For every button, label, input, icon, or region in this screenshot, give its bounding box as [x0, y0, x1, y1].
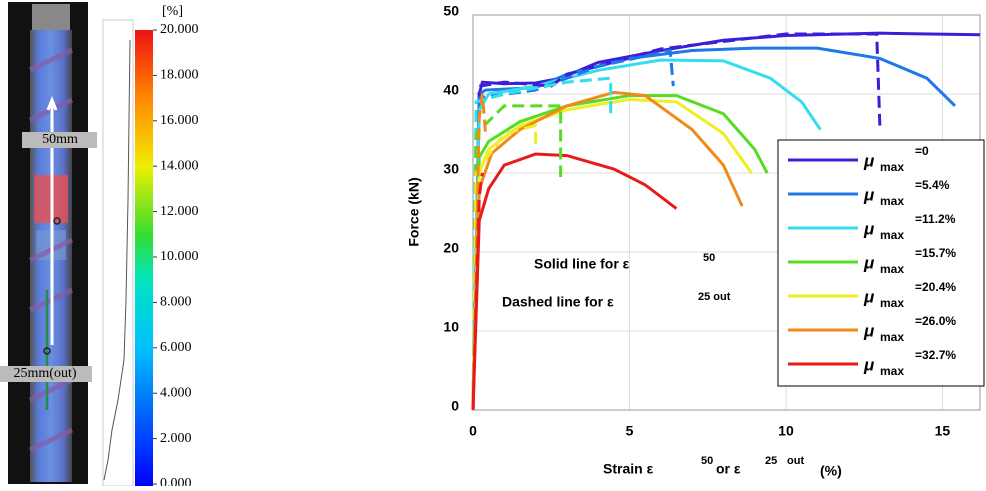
legend-subscript: max	[880, 330, 904, 344]
x-tick-label: 10	[778, 423, 794, 439]
x-axis-label: out	[787, 455, 804, 467]
colorbar-tick-label: 4.000	[160, 385, 192, 400]
legend-label: =15.7%	[915, 246, 956, 260]
x-tick-label: 0	[469, 423, 477, 439]
specimen-image	[0, 2, 153, 487]
dashed-line	[471, 32, 882, 411]
y-tick-label: 30	[443, 161, 459, 177]
legend-label: =5.4%	[915, 178, 950, 192]
annotation: Solid line for ε	[534, 256, 630, 272]
legend-subscript: max	[880, 364, 904, 378]
y-tick-label: 0	[451, 398, 459, 414]
legend-label: =20.4%	[915, 280, 956, 294]
legend-subscript: max	[880, 194, 904, 208]
legend-symbol: μ	[863, 253, 875, 272]
y-tick-label: 10	[443, 319, 459, 335]
colorbar-tick-label: 10.000	[160, 249, 199, 264]
annotation: 50	[703, 252, 715, 264]
legend-symbol: μ	[863, 321, 875, 340]
legend-symbol: μ	[863, 219, 875, 238]
colorbar-unit: [%]	[162, 4, 183, 19]
y-tick-label: 20	[443, 240, 459, 256]
line	[471, 152, 678, 411]
x-tick-label: 15	[935, 423, 951, 439]
colorbar-tick-label: 6.000	[160, 340, 192, 355]
y-tick-label: 50	[443, 3, 459, 19]
annotation: 25 out	[698, 291, 731, 303]
colorbar-tick-label: 0.000	[160, 476, 192, 486]
colorbar-tick-label: 20.000	[160, 22, 199, 37]
x-axis-label: (%)	[820, 463, 842, 479]
colorbar-tick-label: 8.000	[160, 295, 192, 310]
colorbar-tick-label: 18.000	[160, 68, 199, 83]
y-tick-label: 40	[443, 82, 459, 98]
line	[471, 98, 753, 411]
legend-subscript: max	[880, 228, 904, 242]
legend-subscript: max	[880, 262, 904, 276]
legend-label: =26.0%	[915, 314, 956, 328]
legend-symbol: μ	[863, 355, 875, 374]
line	[471, 94, 769, 411]
legend-label: =0	[915, 144, 929, 158]
dashed-line	[471, 76, 613, 411]
line	[471, 58, 822, 411]
x-tick-label: 5	[626, 423, 634, 439]
gauge-label: 25mm(out)	[14, 366, 77, 381]
x-axis-label: 50	[701, 455, 713, 467]
legend-label: =32.7%	[915, 348, 956, 362]
legend-subscript: max	[880, 296, 904, 310]
x-axis-label: or ε	[716, 461, 741, 477]
y-axis-label: Force (kN)	[406, 177, 422, 246]
x-axis-label: 25	[765, 455, 777, 467]
line	[471, 90, 744, 411]
legend-symbol: μ	[863, 287, 875, 306]
colorbar-tick-label: 12.000	[160, 204, 199, 219]
legend-subscript: max	[880, 160, 904, 174]
legend-symbol: μ	[863, 151, 875, 170]
gauge-label: 50mm	[42, 132, 78, 147]
x-axis-label: Strain ε	[603, 461, 654, 477]
annotation: Dashed line for ε	[502, 294, 614, 310]
colorbar-tick-label: 2.000	[160, 431, 192, 446]
legend-symbol: μ	[863, 185, 875, 204]
colorbar-tick-label: 16.000	[160, 113, 199, 128]
legend-label: =11.2%	[915, 212, 956, 226]
dashed-line	[471, 123, 538, 411]
line	[471, 46, 957, 411]
colorbar-tick-label: 14.000	[160, 158, 199, 173]
